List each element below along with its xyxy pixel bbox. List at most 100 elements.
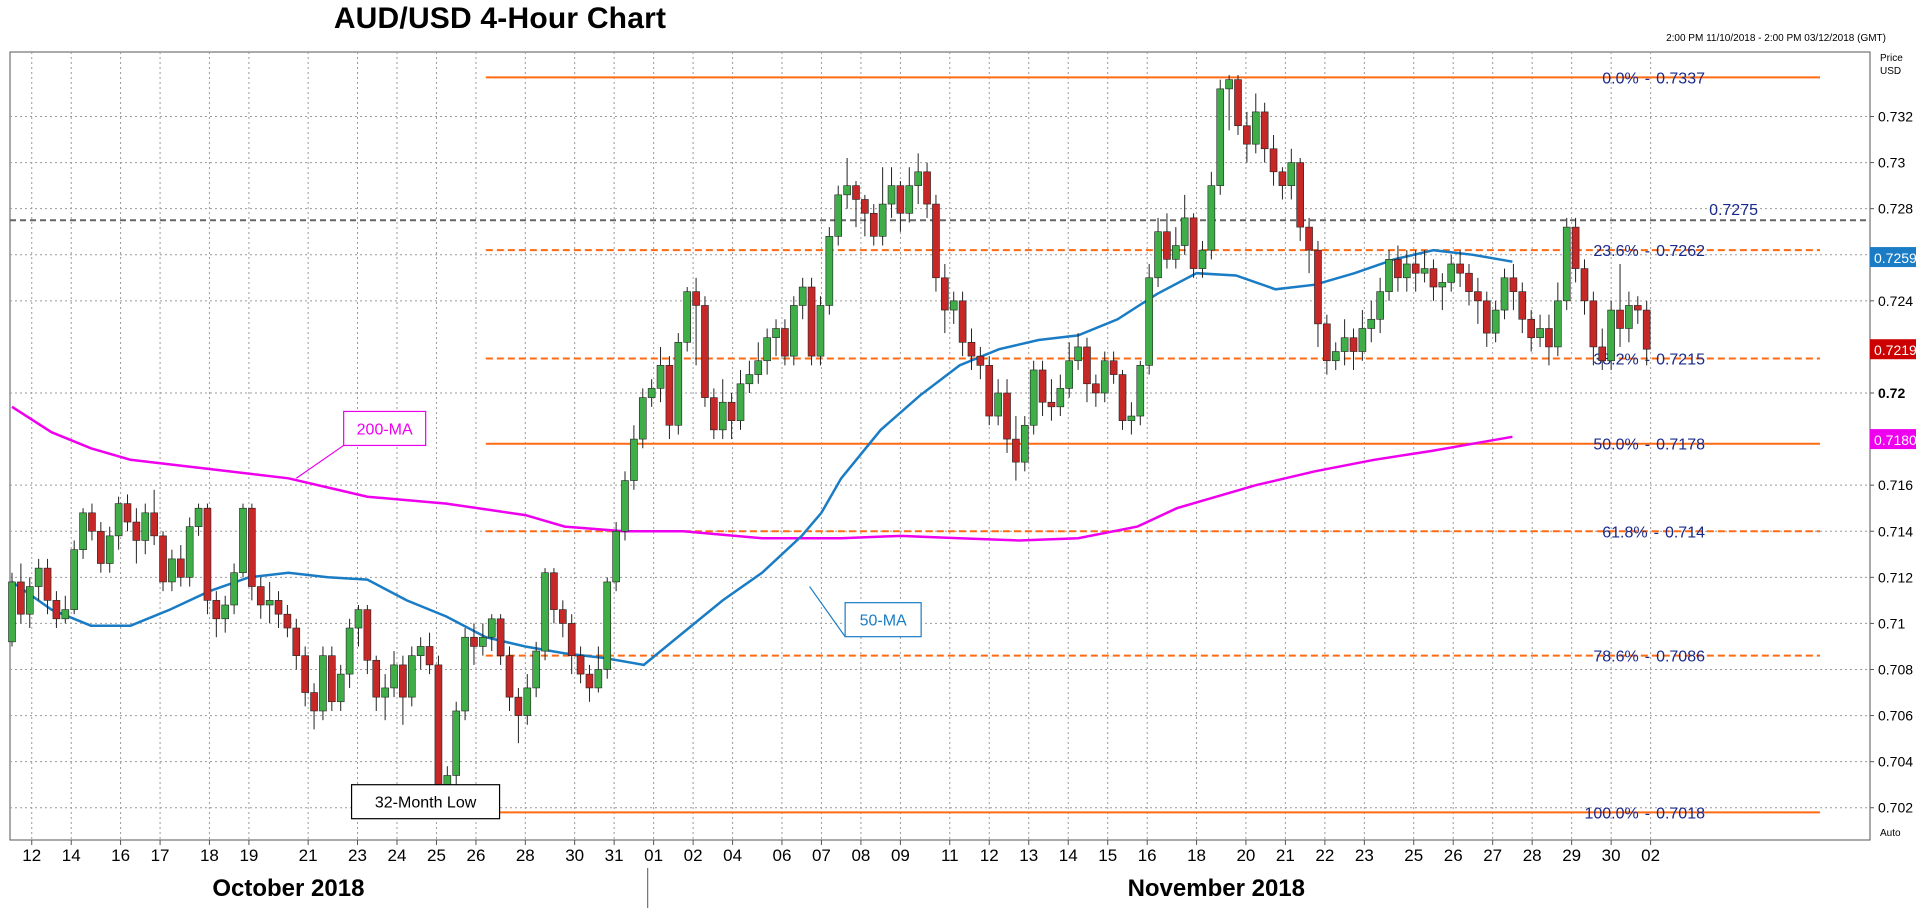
candle-up xyxy=(1127,415,1136,421)
x-tick-label: 20 xyxy=(1236,846,1255,865)
x-tick-label: 30 xyxy=(1602,846,1621,865)
candle-up xyxy=(905,185,914,214)
y-tick-label: 0.706 xyxy=(1878,708,1913,724)
candle-up xyxy=(1172,245,1180,260)
fib-separator: - xyxy=(1645,805,1650,822)
candle-up xyxy=(816,305,825,357)
candle-up xyxy=(1074,346,1082,362)
candle-down xyxy=(923,171,931,205)
x-tick-label: 14 xyxy=(1059,846,1078,865)
candle-up xyxy=(1065,360,1074,389)
candle-up xyxy=(168,558,176,583)
x-tick-label: 28 xyxy=(1523,846,1542,865)
candle-down xyxy=(1411,263,1420,274)
x-tick-label: 21 xyxy=(1276,846,1295,865)
fib-percent: 100.0% xyxy=(1584,805,1638,822)
fib-separator: - xyxy=(1645,351,1650,368)
candle-down xyxy=(1527,318,1535,339)
candle-up xyxy=(1020,424,1029,463)
x-tick-label: 24 xyxy=(388,846,407,865)
price-axis-unit: USD xyxy=(1880,66,1901,77)
fib-value: 0.7337 xyxy=(1656,70,1705,87)
candle-down xyxy=(1482,300,1491,334)
candle-up xyxy=(532,650,540,689)
candle-up xyxy=(1536,328,1544,339)
fib-separator: - xyxy=(1654,524,1659,541)
candle-up xyxy=(887,185,896,205)
candle-down xyxy=(88,512,96,532)
candle-down xyxy=(1038,369,1047,403)
ma-50-line xyxy=(11,248,1513,667)
annotation-leader xyxy=(295,444,345,479)
y-tick-label: 0.704 xyxy=(1878,754,1913,770)
month-label-october: October 2018 xyxy=(212,875,364,902)
candle-up xyxy=(479,636,487,647)
x-tick-label: 16 xyxy=(1138,846,1157,865)
candle-up xyxy=(1287,162,1296,186)
candle-up xyxy=(61,609,70,620)
y-tick-label: 0.71 xyxy=(1878,615,1905,631)
x-tick-label: 02 xyxy=(684,846,703,865)
candle-down xyxy=(1474,291,1482,302)
candle-down xyxy=(896,185,905,214)
fib-separator: - xyxy=(1645,649,1650,666)
candle-up xyxy=(1331,351,1340,362)
candle-down xyxy=(932,203,940,279)
candle-up xyxy=(185,526,194,578)
y-tick-label: 0.702 xyxy=(1878,800,1913,816)
candle-down xyxy=(1456,263,1464,274)
fib-label: 61.8% -0.714 xyxy=(1602,524,1705,541)
x-tick-label: 25 xyxy=(427,846,446,865)
candle-down xyxy=(328,655,336,703)
reference-line-label: 0.7275 xyxy=(1709,202,1758,219)
x-tick-label: 18 xyxy=(1187,846,1206,865)
x-tick-label: 21 xyxy=(299,846,318,865)
x-tick-label: 06 xyxy=(772,846,791,865)
candle-up xyxy=(1029,369,1038,426)
candle-up xyxy=(825,236,834,306)
fib-separator: - xyxy=(1645,70,1650,87)
candle-up xyxy=(1251,111,1260,145)
candle-down xyxy=(1509,277,1518,292)
candle-up xyxy=(345,627,354,675)
candle-up xyxy=(1367,318,1376,329)
candle-down xyxy=(1349,337,1358,352)
candle-down xyxy=(1083,346,1091,385)
x-tick-label: 23 xyxy=(348,846,367,865)
x-tick-label: 13 xyxy=(1019,846,1038,865)
x-tick-label: 26 xyxy=(1444,846,1463,865)
fib-value: 0.7215 xyxy=(1656,351,1705,368)
candle-down xyxy=(967,342,976,357)
candle-down xyxy=(1234,79,1242,127)
candle-up xyxy=(612,530,620,583)
price-tag xyxy=(1870,339,1916,360)
candle-up xyxy=(1340,337,1349,352)
candle-down xyxy=(958,300,967,343)
candle-down xyxy=(1047,401,1056,408)
fib-label: 23.6% -0.7262 xyxy=(1593,243,1705,260)
x-tick-label: 31 xyxy=(605,846,624,865)
candle-up xyxy=(1625,305,1633,329)
price-axis-label: Price xyxy=(1880,53,1903,64)
candle-down xyxy=(176,558,185,578)
candle-down xyxy=(985,365,994,417)
annotation-box xyxy=(844,602,922,638)
candle-up xyxy=(461,636,469,712)
time-axis: 12 14 16 17 18 19 21 23 24 25 26 28 30 31 01 02 04 06 07 08… xyxy=(22,840,1660,908)
candle-up xyxy=(239,507,247,574)
candle-down xyxy=(1314,249,1322,325)
y-tick-label: 0.724 xyxy=(1878,293,1913,309)
y-tick-label: 0.708 xyxy=(1878,661,1913,677)
candle-down xyxy=(43,567,52,601)
candle-up xyxy=(994,392,1002,417)
candle-up xyxy=(949,300,958,311)
candle-up xyxy=(683,291,691,343)
x-tick-label: 19 xyxy=(239,846,258,865)
candle-up xyxy=(638,397,647,440)
x-tick-label: 15 xyxy=(1098,846,1117,865)
candle-down xyxy=(372,659,381,698)
candle-up xyxy=(1216,88,1225,186)
candle-up xyxy=(487,618,496,638)
candle-down xyxy=(132,521,141,541)
candle-up xyxy=(416,646,425,656)
